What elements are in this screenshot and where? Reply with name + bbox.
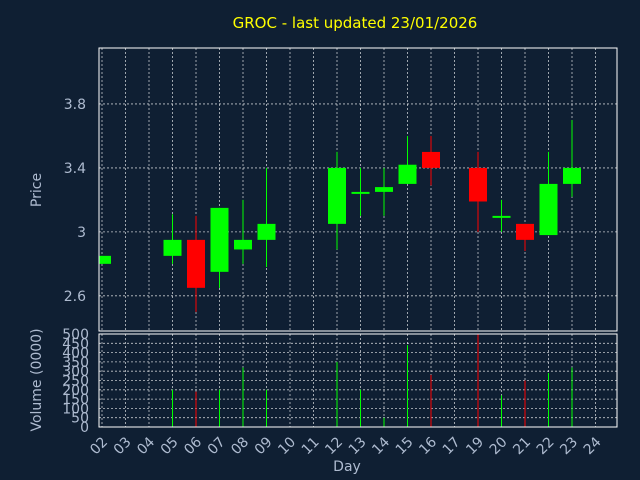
price-axis-label: Price [29, 173, 45, 207]
candle-body [328, 167, 346, 224]
price-y-ticks: 2.6 3 3.4 3.8 [64, 97, 86, 305]
volume-y-tick-label: 350 [62, 355, 89, 371]
volume-y-tick-label: 150 [62, 392, 89, 408]
candle-body [187, 239, 205, 288]
candle-body [351, 191, 370, 194]
candle-body [516, 223, 534, 240]
price-y-tick-label: 3 [77, 225, 86, 241]
candle-body [375, 187, 393, 192]
volume-y-tick-label: 250 [62, 374, 89, 390]
volume-y-tick-label: 200 [62, 383, 89, 399]
volume-bars [172, 334, 573, 427]
volume-y-tick-label: 450 [62, 336, 89, 352]
candle-body [99, 255, 111, 264]
candle-body [234, 239, 252, 250]
volume-plot-frame [98, 333, 618, 428]
volume-y-tick-label: 50 [71, 411, 89, 427]
candles [99, 119, 581, 312]
candle-body [539, 183, 558, 236]
chart-title: GROC - last updated 23/01/2026 [233, 14, 478, 32]
volume-y-tick-label: 0 [80, 420, 89, 436]
candle-body [257, 223, 276, 240]
price-y-tick-label: 3.8 [64, 97, 86, 113]
candle-body [398, 164, 417, 184]
volume-axis-label: Volume (0000) [29, 328, 45, 431]
volume-y-tick-label: 300 [62, 364, 89, 380]
candle-body [210, 207, 229, 272]
price-plot-frame [98, 47, 618, 332]
volume-y-tick-label: 100 [62, 401, 89, 417]
candle-body [163, 239, 182, 256]
price-y-tick-label: 3.4 [64, 161, 86, 177]
x-axis-label: Day [333, 459, 361, 475]
volume-y-tick-label: 400 [62, 346, 89, 362]
candle-body [422, 151, 440, 168]
candle-body [469, 167, 487, 202]
price-y-tick-label: 2.6 [64, 289, 86, 305]
candle-body [492, 215, 511, 218]
candle-body [563, 167, 581, 184]
volume-y-tick-label: 500 [62, 327, 89, 343]
